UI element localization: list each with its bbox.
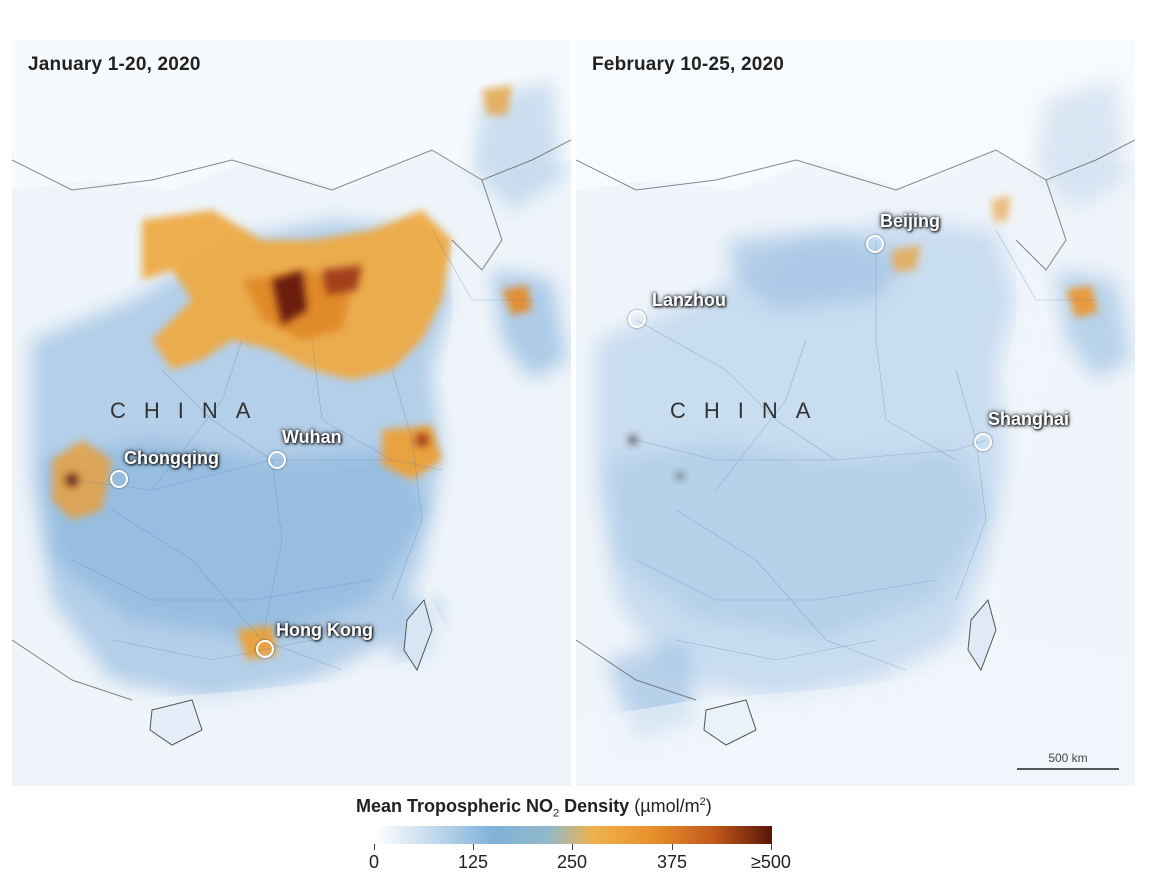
colorbar-title-text-end: Density: [559, 796, 630, 816]
colorbar-legend: Mean Tropospheric NO2 Density (µmol/m2) …: [356, 796, 806, 884]
no2-map-january: [12, 40, 571, 786]
hainan-outline: [703, 699, 757, 746]
colorbar-tick: [672, 844, 673, 850]
city-ring-icon: [110, 470, 128, 488]
colorbar-tick-label: ≥500: [751, 852, 791, 872]
colorbar-tick: [473, 844, 474, 850]
city-label-lanzhou: Lanzhou: [652, 290, 726, 310]
colorbar-tick: [572, 844, 573, 850]
scale-bar: 500 km: [1017, 751, 1119, 770]
city-ring-icon: [974, 433, 992, 451]
colorbar-title-subscript: 2: [553, 807, 560, 820]
city-ring-icon: [628, 310, 646, 328]
map-panel-february: February 10-25, 2020 CHINA Beijing Lanzh…: [576, 40, 1135, 786]
colorbar-tick-label: 375: [656, 852, 688, 872]
city-ring-icon: [866, 235, 884, 253]
city-label-hong-kong: Hong Kong: [276, 620, 373, 640]
borders: [576, 139, 1135, 701]
city-label-beijing: Beijing: [880, 211, 941, 231]
city-label-shanghai: Shanghai: [988, 409, 1070, 429]
colorbar-tick-label: 0: [368, 852, 379, 872]
no2-map-february: [576, 40, 1135, 786]
colorbar-tick: [374, 844, 375, 850]
colorbar-gradient: [374, 826, 772, 844]
colorbar-title-text: Mean Tropospheric NO: [356, 796, 554, 816]
colorbar-tick-label: 125: [457, 852, 489, 872]
colorbar-units: (µmol/m2): [634, 796, 712, 816]
panel-title-january: January 1-20, 2020: [28, 54, 201, 75]
city-ring-icon: [256, 640, 274, 658]
road-network: [635, 229, 1096, 671]
colorbar-units-suffix: ): [705, 796, 712, 816]
borders: [12, 139, 571, 701]
scale-bar-label: 500 km: [1048, 751, 1088, 765]
city-ring-icon: [268, 451, 286, 469]
city-label-wuhan: Wuhan: [282, 427, 342, 447]
city-label-chongqing: Chongqing: [124, 448, 219, 468]
colorbar-units-superscript: 2: [699, 796, 706, 808]
map-panel-january: January 1-20, 2020 CHINA Chongqing Wuhan…: [12, 40, 571, 786]
colorbar-tick: [771, 844, 772, 850]
colorbar-title: Mean Tropospheric NO2 Density (µmol/m2): [356, 796, 712, 820]
country-label-china: CHINA: [110, 398, 269, 423]
taiwan-outline: [403, 598, 433, 672]
scale-bar-line: [1017, 768, 1119, 770]
panel-title-february: February 10-25, 2020: [592, 54, 785, 75]
colorbar-tick-label: 250: [556, 852, 588, 872]
colorbar-units-prefix: (µmol/m: [634, 796, 700, 816]
taiwan-outline: [967, 598, 997, 672]
hainan-outline: [149, 699, 203, 746]
residual-no2-hotspots: [629, 195, 1098, 479]
country-label-china: CHINA: [670, 398, 829, 423]
peak-no2-hotspots: [66, 265, 429, 486]
